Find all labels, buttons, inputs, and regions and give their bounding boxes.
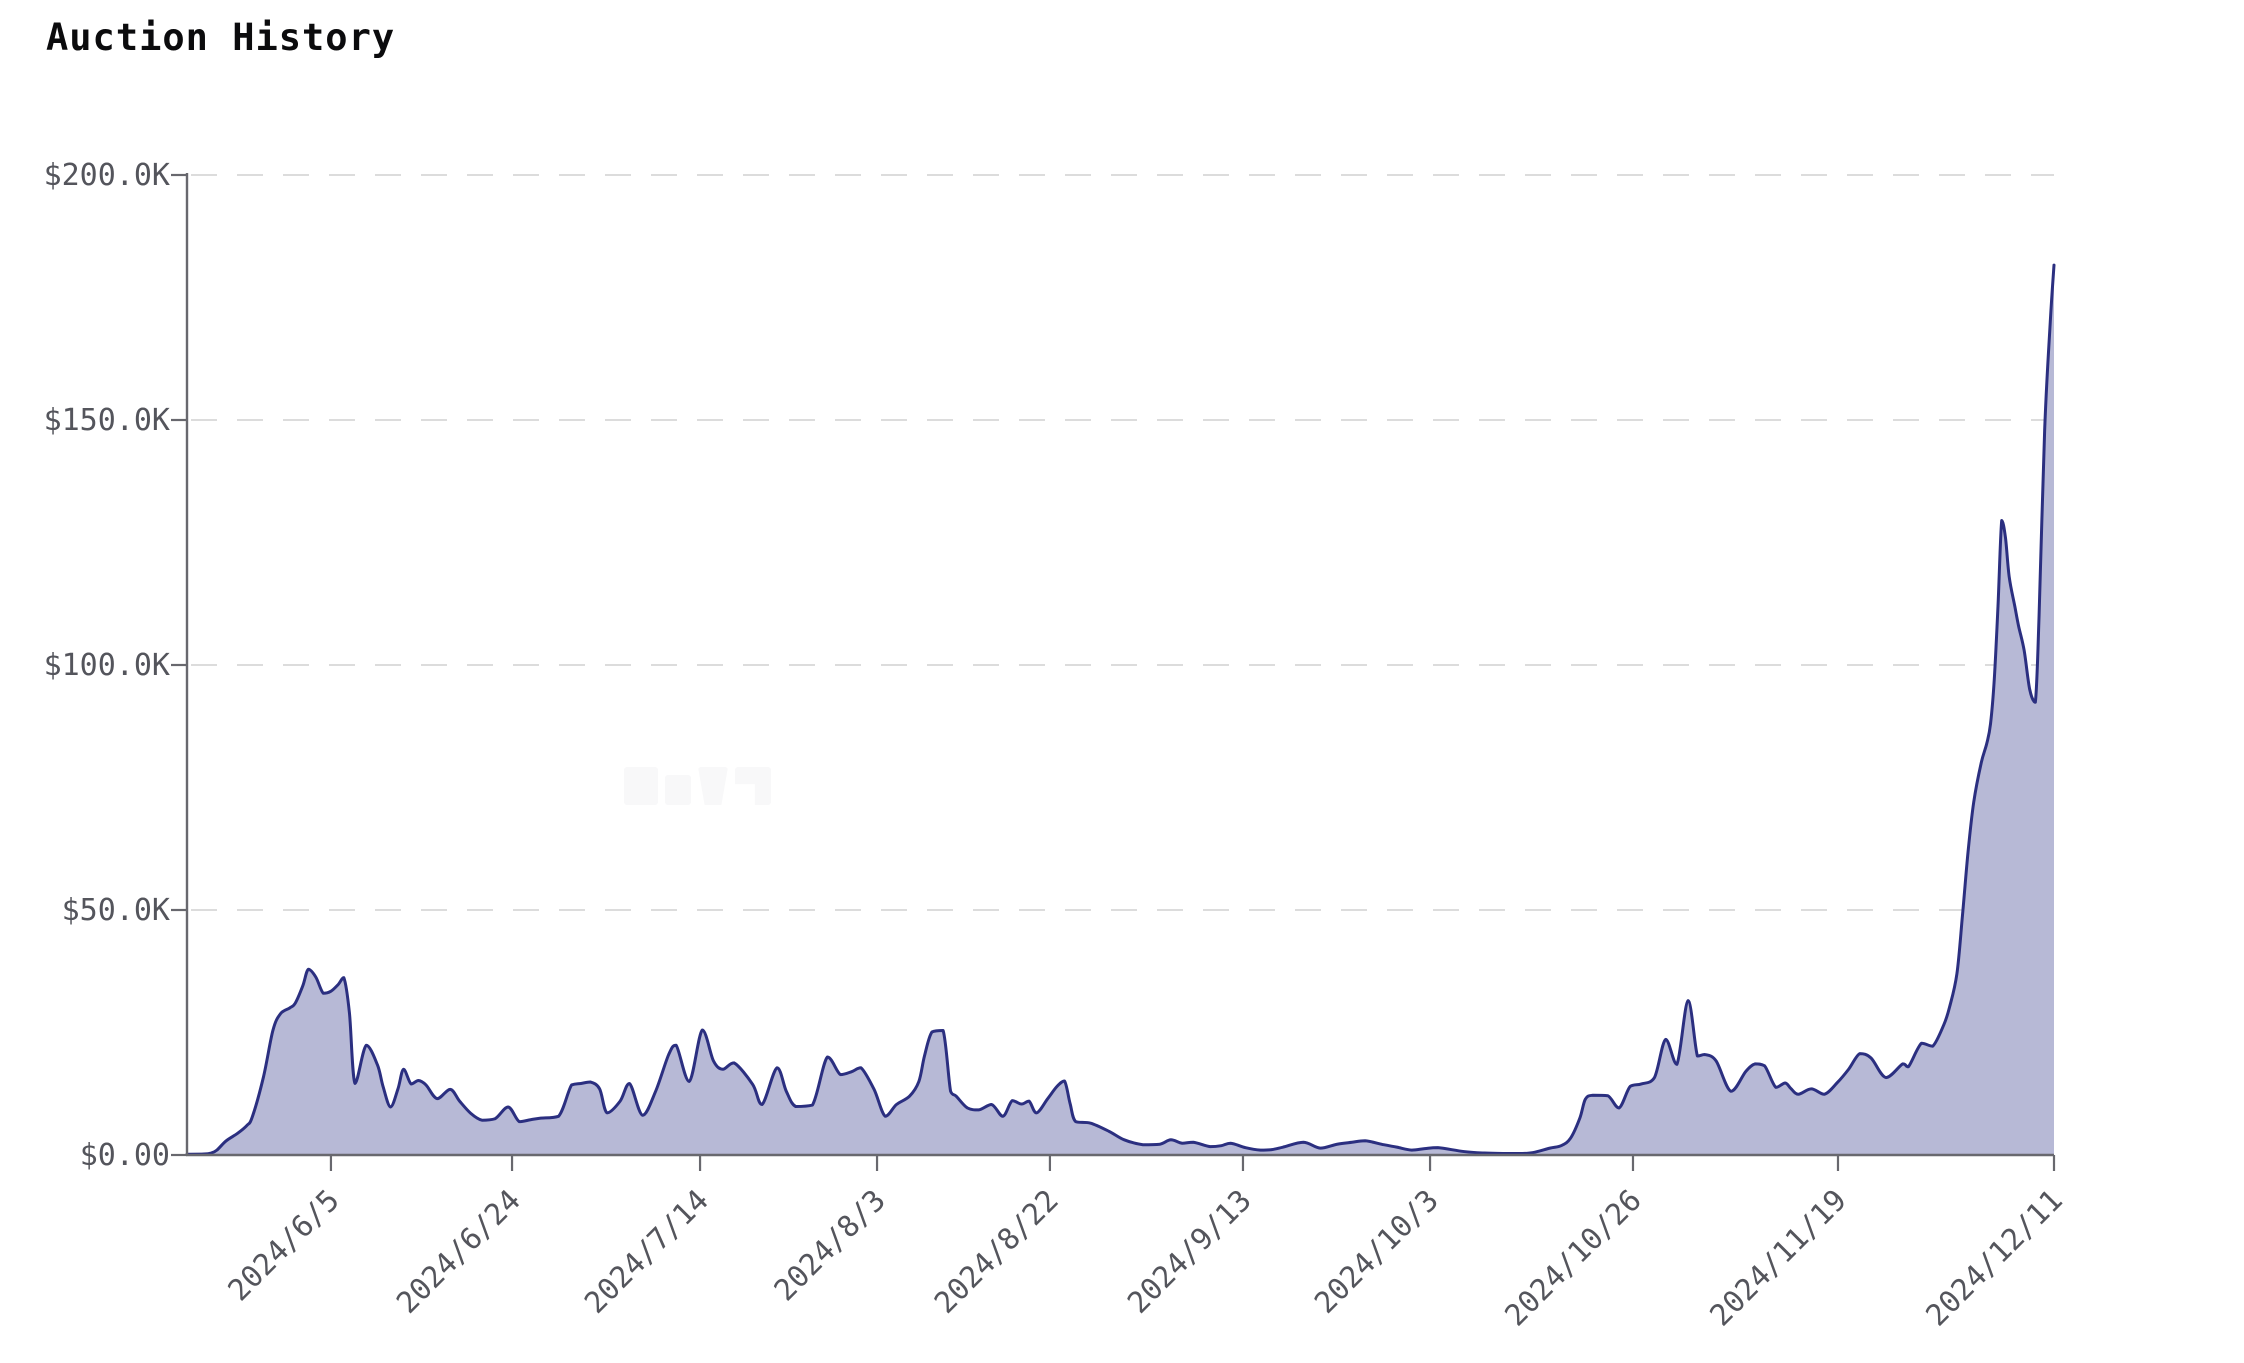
x-tick-label: 2024/9/13 bbox=[1121, 1183, 1258, 1320]
x-tick-label: 2024/10/26 bbox=[1498, 1183, 1648, 1333]
y-tick-label: $0.00 bbox=[80, 1138, 170, 1173]
x-tick-label: 2024/8/22 bbox=[928, 1183, 1065, 1320]
y-tick-label: $100.0K bbox=[44, 648, 170, 683]
x-tick-label: 2024/8/3 bbox=[767, 1183, 892, 1308]
x-tick-label: 2024/12/11 bbox=[1919, 1183, 2069, 1333]
x-tick-label: 2024/10/3 bbox=[1308, 1183, 1445, 1320]
x-tick-label: 2024/11/19 bbox=[1703, 1183, 1853, 1333]
series-line bbox=[185, 263, 2056, 1156]
x-tick-label: 2024/7/14 bbox=[578, 1183, 715, 1320]
y-tick-label: $50.0K bbox=[62, 893, 170, 928]
y-tick-labels: $0.00 $50.0K $100.0K $150.0K $200.0K bbox=[44, 158, 187, 1173]
gridlines bbox=[191, 174, 2054, 911]
x-tick-label: 2024/6/5 bbox=[221, 1183, 346, 1308]
y-tick-label: $150.0K bbox=[44, 403, 170, 438]
y-tick-label: $200.0K bbox=[44, 158, 170, 193]
page-title: Auction History bbox=[46, 16, 396, 59]
x-tick-label: 2024/6/24 bbox=[390, 1183, 527, 1320]
x-tick-labels: 2024/6/5 2024/6/24 2024/7/14 2024/8/3 2024/8… bbox=[221, 1155, 2069, 1333]
area-fill bbox=[187, 265, 2054, 1155]
